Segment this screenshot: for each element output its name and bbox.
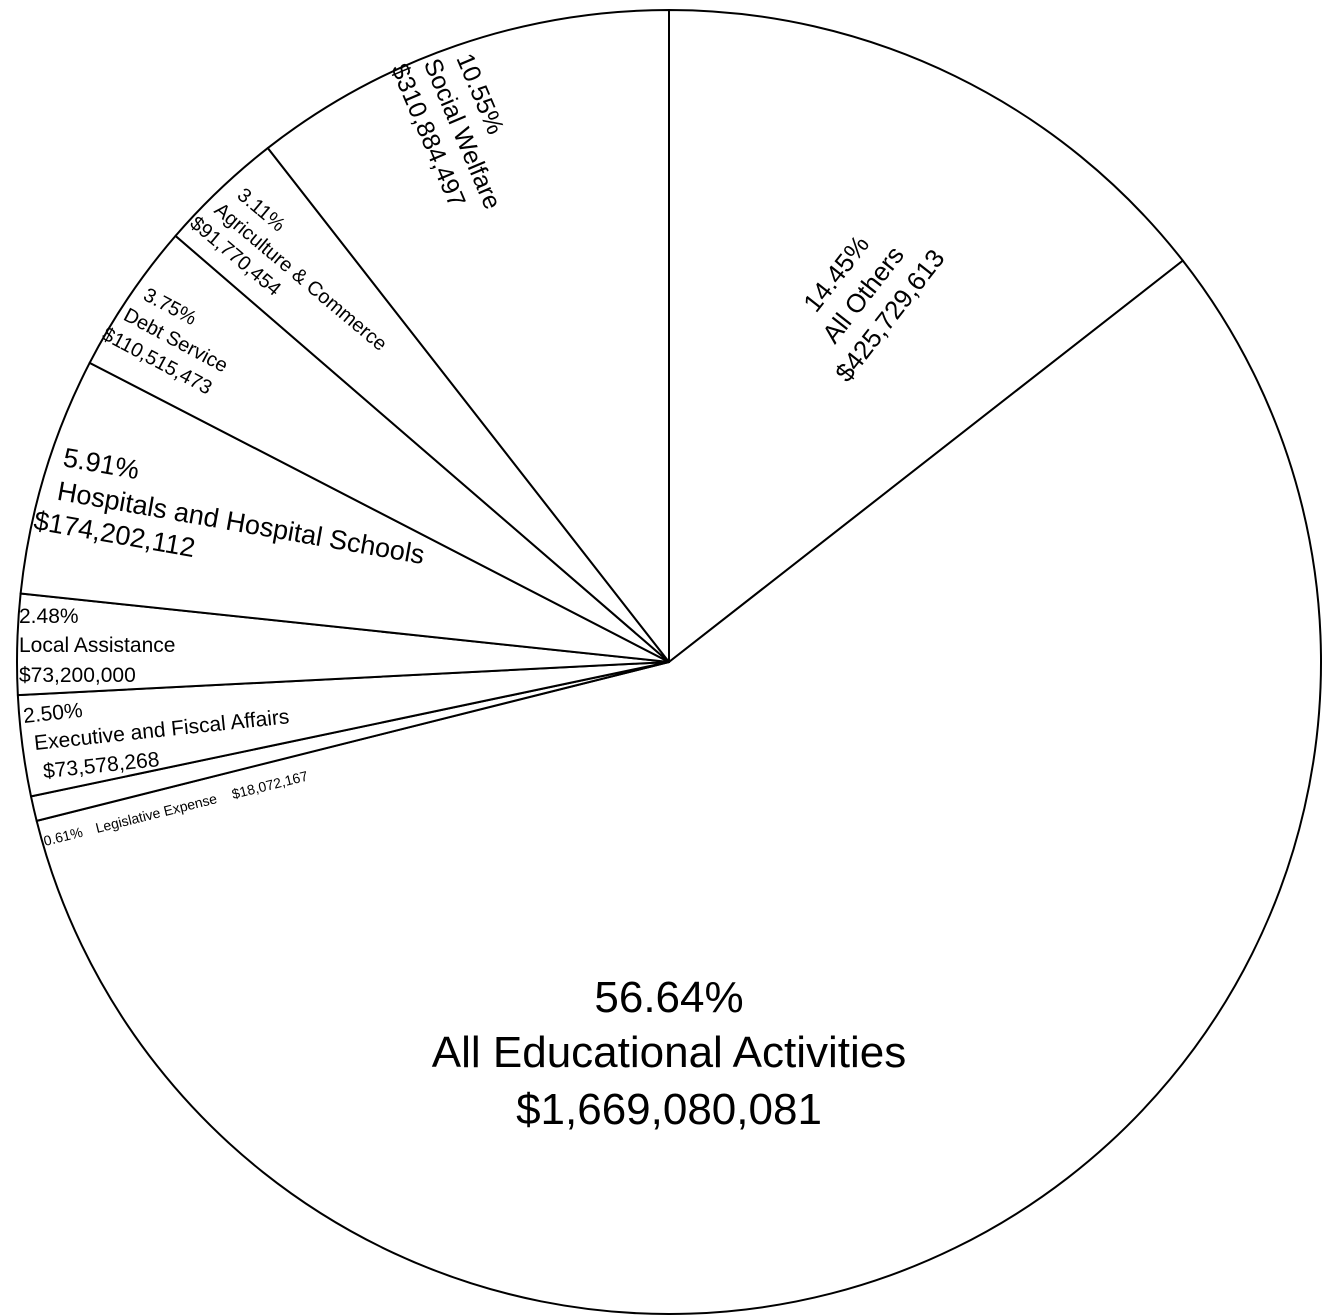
local-assistance-amount: $73,200,000 [19, 664, 136, 687]
pie-slice-all-others [668, 9, 1184, 663]
label-local-assistance: 2.48% Local Assistance $73,200,000 [19, 605, 175, 687]
education-percent: 56.64% [594, 973, 743, 1022]
pie-slice-all-educational-activities [35, 259, 1322, 1316]
local-assistance-percent: 2.48% [19, 605, 79, 628]
pie-slices [16, 9, 1322, 1316]
education-name: All Educational Activities [432, 1028, 906, 1077]
education-amount: $1,669,080,081 [516, 1085, 822, 1134]
pie-slice-hospitals-and-hospital-schools [19, 361, 670, 663]
label-all-educational-activities: 56.64% All Educational Activities $1,669… [432, 973, 906, 1134]
pie-slice-social-welfare [266, 9, 670, 663]
local-assistance-name: Local Assistance [19, 634, 175, 657]
